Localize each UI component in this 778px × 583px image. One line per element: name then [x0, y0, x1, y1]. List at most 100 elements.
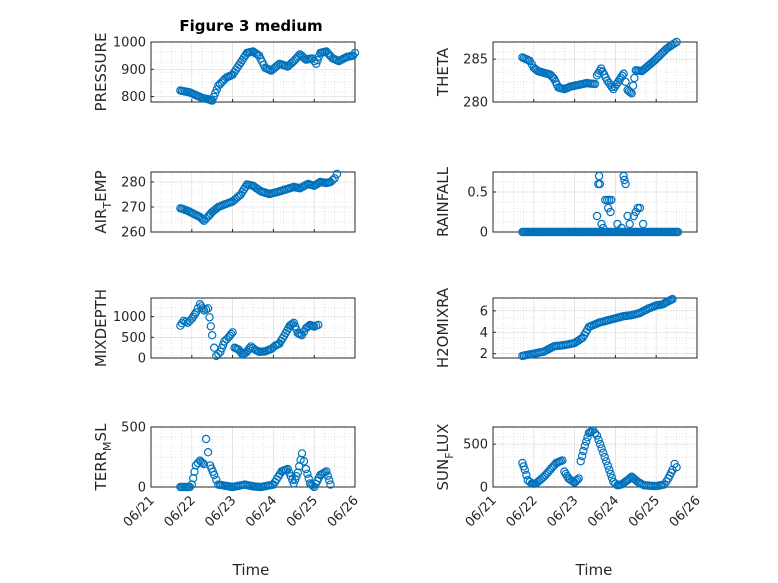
data-point	[599, 223, 608, 233]
data-point	[619, 69, 628, 78]
x-tick-label: 06/26	[325, 493, 362, 530]
y-tick-label: 260	[121, 226, 146, 241]
data-point	[628, 81, 638, 90]
subplot-8: 0 500 SUNFLUX 06/21 06/22 06/23 06/24 06/25 06/2…	[434, 424, 704, 531]
data-point	[579, 446, 588, 456]
data-point	[582, 437, 591, 446]
subplot-3: 260 270 280 AIRTEMP	[92, 169, 356, 241]
y-tick-label: 500	[121, 421, 146, 436]
data-point	[301, 464, 311, 474]
y-axis-label: SUNFLUX	[434, 424, 456, 491]
data-point	[594, 171, 604, 181]
data-point	[668, 40, 677, 49]
data-point	[199, 460, 209, 469]
data-point	[629, 211, 639, 221]
plot-border	[150, 297, 356, 359]
data-point	[190, 310, 199, 319]
data-point	[177, 319, 187, 328]
data-point	[672, 463, 681, 472]
data-point	[602, 457, 611, 466]
data-point	[332, 169, 342, 179]
y-axis-label: PRESSURE	[92, 33, 110, 112]
y-tick-label: 4	[480, 326, 488, 341]
data-point	[297, 449, 307, 458]
data-point	[288, 319, 297, 328]
data-point	[328, 175, 337, 185]
y-tick-label: 6	[480, 304, 488, 319]
data-point	[670, 39, 679, 48]
y-tick-label: 0	[138, 481, 146, 496]
data-point	[595, 439, 605, 449]
x-tick-label: 06/21	[463, 493, 500, 530]
data-point	[185, 482, 194, 492]
data-point	[621, 77, 630, 87]
x-axis-title-left: Time	[232, 561, 270, 579]
data-point	[590, 79, 600, 89]
y-axis-label: THETA	[434, 47, 452, 97]
data-point	[672, 37, 681, 47]
data-point	[668, 294, 677, 304]
x-tick-label: 06/26	[667, 493, 704, 530]
data-point	[588, 426, 598, 435]
data-point	[312, 59, 321, 69]
data-point	[293, 468, 303, 477]
plot-border	[150, 41, 356, 103]
plot-border	[150, 171, 356, 233]
data-point	[207, 331, 217, 340]
data-point	[592, 431, 602, 440]
plot-border	[492, 41, 698, 103]
data-point	[597, 219, 606, 229]
data-point	[211, 88, 220, 98]
x-tick-label: 06/23	[544, 493, 581, 530]
subplot-2: 280 285 THETA	[434, 37, 698, 111]
data-point	[635, 203, 645, 213]
y-tick-label: 0	[480, 481, 488, 496]
data-point	[314, 320, 323, 330]
data-point	[228, 328, 237, 337]
data-point	[307, 480, 316, 489]
data-point	[618, 71, 627, 80]
data-point	[673, 227, 683, 237]
data-point	[325, 476, 334, 485]
x-tick-label: 06/22	[504, 493, 541, 530]
data-point	[198, 304, 207, 313]
data-point	[322, 467, 331, 476]
data-point	[597, 444, 606, 453]
subplot-7: 0 500 TERRMSL 06/21 06/22 06/23 06/24 06/25 06/2…	[92, 421, 362, 531]
data-point	[291, 475, 300, 484]
data-point	[594, 435, 603, 445]
data-point	[621, 179, 630, 189]
data-point	[600, 452, 609, 462]
plot-border	[492, 297, 698, 359]
data-point	[607, 195, 616, 205]
data-point	[522, 470, 531, 480]
data-point	[590, 428, 600, 438]
data-point	[205, 313, 214, 322]
x-tick-label: 06/21	[121, 493, 158, 530]
data-point	[209, 470, 219, 480]
data-point	[576, 457, 585, 466]
data-point	[299, 457, 309, 466]
data-point	[594, 68, 603, 78]
data-point	[577, 451, 587, 461]
data-point	[198, 458, 207, 468]
data-point	[574, 474, 583, 483]
data-point	[623, 211, 632, 221]
data-point	[547, 71, 556, 81]
data-point	[203, 448, 213, 457]
y-tick-label: 270	[121, 201, 146, 216]
y-tick-label: 0	[138, 352, 146, 367]
data-point	[241, 348, 250, 357]
data-point	[625, 219, 634, 229]
data-point	[607, 82, 617, 92]
data-point	[638, 219, 648, 229]
y-axis-label: H2OMIXRA	[434, 287, 452, 368]
y-tick-label: 500	[121, 331, 146, 346]
data-point	[201, 434, 211, 444]
data-point	[599, 448, 608, 457]
data-point	[548, 73, 558, 82]
